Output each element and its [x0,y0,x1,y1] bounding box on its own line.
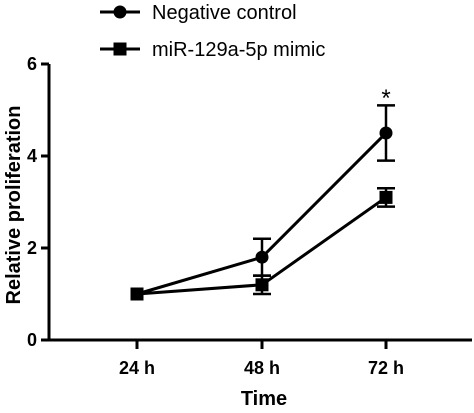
legend-marker [113,5,127,19]
y-axis-title: Relative proliferation [3,106,25,305]
series-layer [130,104,395,301]
legend-item-2: miR-129a-5p mimic [100,39,325,61]
legend-label: miR-129a-5p mimic [152,39,325,61]
y-tick-label: 6 [27,54,37,74]
data-point [379,126,393,140]
data-point [379,190,393,204]
x-tick-label: 72 h [368,358,404,378]
y-tick-label: 4 [27,146,37,166]
data-point [255,278,269,292]
x-tick-label: 48 h [244,358,280,378]
axes: 0 2 4 6 24 h 48 h 72 h [27,54,472,378]
annotations: * [381,85,390,112]
legend-item-1: Negative control [100,2,297,24]
legend: Negative control miR-129a-5p mimic [100,2,325,61]
y-tick-label: 2 [27,238,37,258]
series-1 [130,104,395,301]
x-axis-title: Time [241,388,287,410]
y-tick-label: 0 [27,330,37,350]
data-point [255,250,269,264]
series-2 [130,186,395,301]
legend-marker [113,42,127,56]
x-tick-label: 24 h [119,358,155,378]
significance-annotation: * [381,85,390,112]
legend-label: Negative control [152,2,297,24]
data-point [130,287,144,301]
